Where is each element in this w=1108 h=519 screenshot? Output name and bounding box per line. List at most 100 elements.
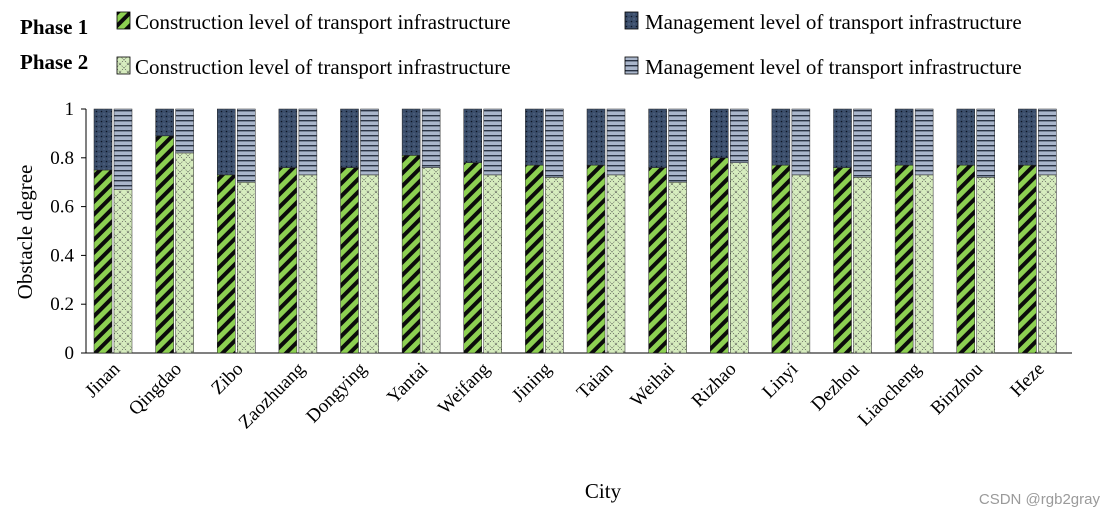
x-tick-label: Binzhou [927,358,988,419]
bar-management-phase1 [771,108,791,166]
x-tick-label: Qingdao [125,359,186,420]
bars [93,108,1057,354]
bar-management-phase2 [175,108,194,154]
x-tick-label: Rizhao [688,359,741,412]
x-tick-label: Weihai [626,359,679,412]
y-tick-label: 0.8 [50,148,74,169]
bar-construction-phase2 [730,162,749,354]
bar-construction-phase1 [586,164,606,354]
bar-management-phase2 [483,108,502,176]
bar-construction-phase2 [298,174,318,354]
y-tick-label: 1 [65,99,75,120]
bar-management-phase2 [421,108,441,168]
bar-construction-phase1 [771,164,791,354]
bar-management-phase1 [463,108,482,163]
bar-management-phase1 [340,108,359,168]
bar-construction-phase1 [278,167,298,354]
bar-construction-phase2 [483,174,502,354]
bar-construction-phase2 [1038,174,1057,354]
bar-management-phase1 [710,108,729,159]
x-tick-label: Jining [508,358,556,406]
bar-construction-phase2 [606,174,626,354]
bar-construction-phase1 [956,164,975,354]
bar-management-phase2 [914,108,934,176]
bar-management-phase1 [401,108,421,156]
bar-construction-phase2 [914,174,934,354]
bar-construction-phase2 [545,177,564,354]
bar-construction-phase1 [401,155,421,354]
watermark: CSDN @rgb2gray [978,491,1100,508]
y-tick-label: 0.6 [50,197,74,218]
bar-management-phase1 [1018,108,1037,166]
bar-construction-phase1 [894,164,914,354]
x-axis-title: City [585,479,622,503]
bar-construction-phase1 [340,167,359,354]
bar-management-phase2 [976,108,995,178]
y-tick-label: 0 [65,343,75,364]
bar-management-phase1 [525,108,544,166]
x-tick-label: Taian [573,358,618,403]
x-tick-label: Weifang [434,358,494,418]
x-tick-label: Jinan [81,358,125,402]
bar-management-phase1 [833,108,852,168]
bar-management-phase2 [237,108,256,183]
legend-item-construction-phase2: Construction level of transport infrastr… [135,55,511,79]
y-axis-title: Obstacle degree [13,165,37,300]
x-tick-label: Dezhou [807,358,864,415]
bar-management-phase2 [545,108,564,178]
bar-construction-phase1 [648,167,667,354]
bar-management-phase1 [648,108,667,168]
x-tick-label: Heze [1006,359,1048,401]
bar-management-phase2 [606,108,626,176]
bar-management-phase2 [360,108,379,176]
bar-construction-phase2 [360,174,379,354]
y-tick-label: 0.4 [50,245,74,266]
bar-construction-phase1 [93,169,113,354]
bar-management-phase1 [956,108,975,166]
bar-management-phase2 [730,108,749,163]
x-tick-label: Liaocheng [854,358,926,430]
bar-construction-phase1 [833,167,852,354]
bar-management-phase1 [93,108,113,171]
bar-construction-phase2 [175,152,194,354]
bar-management-phase1 [217,108,236,176]
bar-construction-phase2 [237,181,256,354]
legend-item-construction-phase1: Construction level of transport infrastr… [135,10,511,34]
bar-construction-phase2 [421,167,441,354]
bar-management-phase1 [894,108,914,166]
bar-construction-phase1 [710,157,729,354]
legend: Phase 1 Phase 2 Construction level of tr… [20,10,1022,79]
y-ticks: 0 0.2 0.4 0.6 0.8 1 [50,99,86,364]
x-tick-label: Dongying [302,358,371,427]
legend-phase2-label: Phase 2 [20,50,88,74]
bar-construction-phase1 [1018,164,1037,354]
bar-management-phase2 [1038,108,1057,176]
bar-construction-phase1 [525,164,544,354]
bar-management-phase2 [668,108,687,183]
legend-item-management-phase1: Management level of transport infrastruc… [645,10,1022,34]
bar-construction-phase1 [463,162,482,354]
bar-construction-phase2 [668,181,687,354]
bar-management-phase1 [586,108,606,166]
x-tick-label: Yantai [383,359,432,408]
x-tick-label: Linyi [758,359,802,403]
bar-management-phase2 [113,108,133,190]
legend-swatch-construction-phase2 [116,56,131,75]
legend-swatch-construction-phase1 [116,11,131,30]
bar-management-phase2 [791,108,811,176]
legend-phase1-label: Phase 1 [20,15,88,39]
legend-swatch-management-phase2 [624,56,639,75]
legend-item-management-phase2: Management level of transport infrastruc… [645,55,1022,79]
bar-construction-phase2 [976,177,995,354]
bar-management-phase1 [155,108,174,137]
bar-construction-phase2 [853,177,872,354]
bar-construction-phase1 [217,174,236,354]
bar-construction-phase2 [791,174,811,354]
bar-construction-phase1 [155,135,174,354]
bar-management-phase1 [278,108,298,168]
x-tick-label: Zaozhuang [235,358,310,433]
bar-construction-phase2 [113,189,133,354]
legend-swatch-management-phase1 [624,11,639,30]
